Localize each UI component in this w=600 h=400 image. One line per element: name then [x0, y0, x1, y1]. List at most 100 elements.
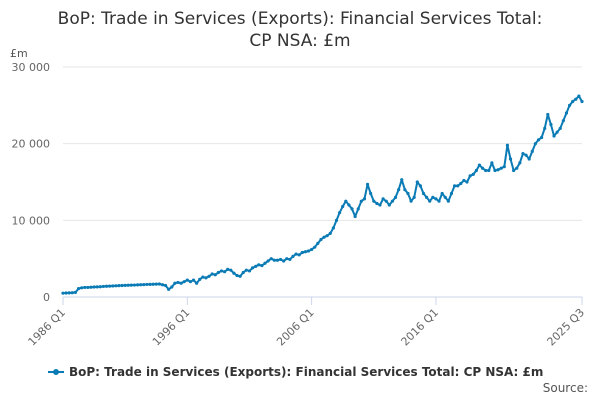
- data-point: [95, 285, 99, 289]
- data-point: [92, 285, 96, 289]
- data-point: [250, 266, 255, 270]
- data-point: [266, 259, 270, 263]
- x-tick-label: 2025 Q3: [545, 306, 588, 349]
- data-point: [577, 94, 581, 98]
- data-point: [362, 197, 367, 201]
- data-point: [297, 253, 301, 257]
- legend-series-marker: [48, 369, 64, 375]
- data-point: [564, 111, 569, 115]
- data-point: [440, 191, 444, 196]
- data-point: [421, 191, 426, 196]
- data-point: [195, 281, 199, 285]
- y-tick-label: 10 000: [12, 214, 51, 227]
- chart-title: BoP: Trade in Services (Exports): Financ…: [0, 8, 600, 52]
- data-point: [456, 184, 460, 188]
- data-point: [182, 280, 186, 284]
- data-point: [104, 284, 109, 288]
- data-point: [381, 197, 385, 201]
- data-point: [179, 281, 183, 285]
- data-point: [148, 282, 152, 286]
- data-point: [571, 99, 575, 104]
- data-point: [260, 263, 264, 268]
- data-point: [499, 166, 503, 170]
- data-point: [126, 283, 130, 287]
- data-point: [490, 161, 494, 165]
- data-point: [369, 191, 373, 196]
- data-point: [449, 191, 454, 196]
- data-point: [303, 250, 308, 254]
- data-point: [515, 166, 519, 170]
- data-point: [282, 259, 286, 263]
- x-tick-label: 1996 Q1: [150, 306, 193, 349]
- source-label: Source:: [542, 381, 588, 395]
- data-point: [219, 269, 224, 273]
- data-point: [390, 199, 395, 203]
- data-point: [446, 199, 450, 203]
- data-point: [226, 267, 230, 271]
- data-point: [204, 276, 208, 280]
- data-point: [241, 270, 245, 275]
- data-point: [244, 268, 248, 272]
- data-point: [465, 180, 469, 184]
- data-point: [135, 283, 140, 287]
- data-point: [487, 168, 491, 173]
- data-point: [232, 271, 236, 275]
- data-point: [61, 291, 65, 295]
- data-point: [356, 207, 360, 211]
- data-point: [536, 138, 541, 142]
- data-point: [328, 231, 332, 235]
- data-point: [145, 282, 149, 287]
- data-point: [291, 254, 295, 258]
- y-tick-label: 20 000: [12, 138, 51, 151]
- data-point: [393, 195, 398, 199]
- data-point: [114, 284, 118, 288]
- data-point: [365, 182, 370, 186]
- data-point: [409, 199, 413, 203]
- data-point: [378, 203, 382, 207]
- data-point: [505, 143, 510, 147]
- data-point: [139, 283, 143, 287]
- data-point: [288, 257, 292, 262]
- data-point: [73, 290, 78, 294]
- data-point: [400, 178, 404, 182]
- legend[interactable]: BoP: Trade in Services (Exports): Financ…: [48, 365, 543, 379]
- data-point: [468, 174, 472, 178]
- data-point: [86, 285, 90, 290]
- data-point: [474, 168, 478, 173]
- data-point: [154, 282, 158, 286]
- y-tick-label: 0: [43, 291, 50, 304]
- data-point: [341, 204, 345, 209]
- data-point: [359, 199, 363, 203]
- data-point: [285, 257, 289, 261]
- data-point: [294, 252, 298, 256]
- data-point: [533, 142, 537, 146]
- data-point: [415, 180, 419, 184]
- data-point: [428, 199, 432, 203]
- data-point: [83, 285, 87, 290]
- data-point: [117, 284, 121, 288]
- data-point: [263, 261, 267, 265]
- data-point: [518, 161, 522, 165]
- data-point: [322, 235, 326, 239]
- y-axis-unit-label: £m: [10, 47, 28, 60]
- data-point: [418, 184, 422, 188]
- data-point: [334, 218, 339, 222]
- data-point: [502, 165, 506, 169]
- data-point: [512, 168, 516, 173]
- data-point: [207, 274, 211, 278]
- data-point: [80, 286, 84, 290]
- data-point: [173, 281, 177, 285]
- data-point: [480, 166, 485, 170]
- data-point: [269, 257, 273, 261]
- data-point: [108, 284, 112, 288]
- data-point: [229, 268, 233, 272]
- data-point: [530, 149, 534, 153]
- data-point: [157, 282, 161, 286]
- data-point: [129, 283, 133, 287]
- data-point: [247, 269, 252, 273]
- data-point: [527, 157, 531, 161]
- data-point: [406, 191, 410, 196]
- data-point: [235, 273, 239, 278]
- data-point: [120, 283, 124, 288]
